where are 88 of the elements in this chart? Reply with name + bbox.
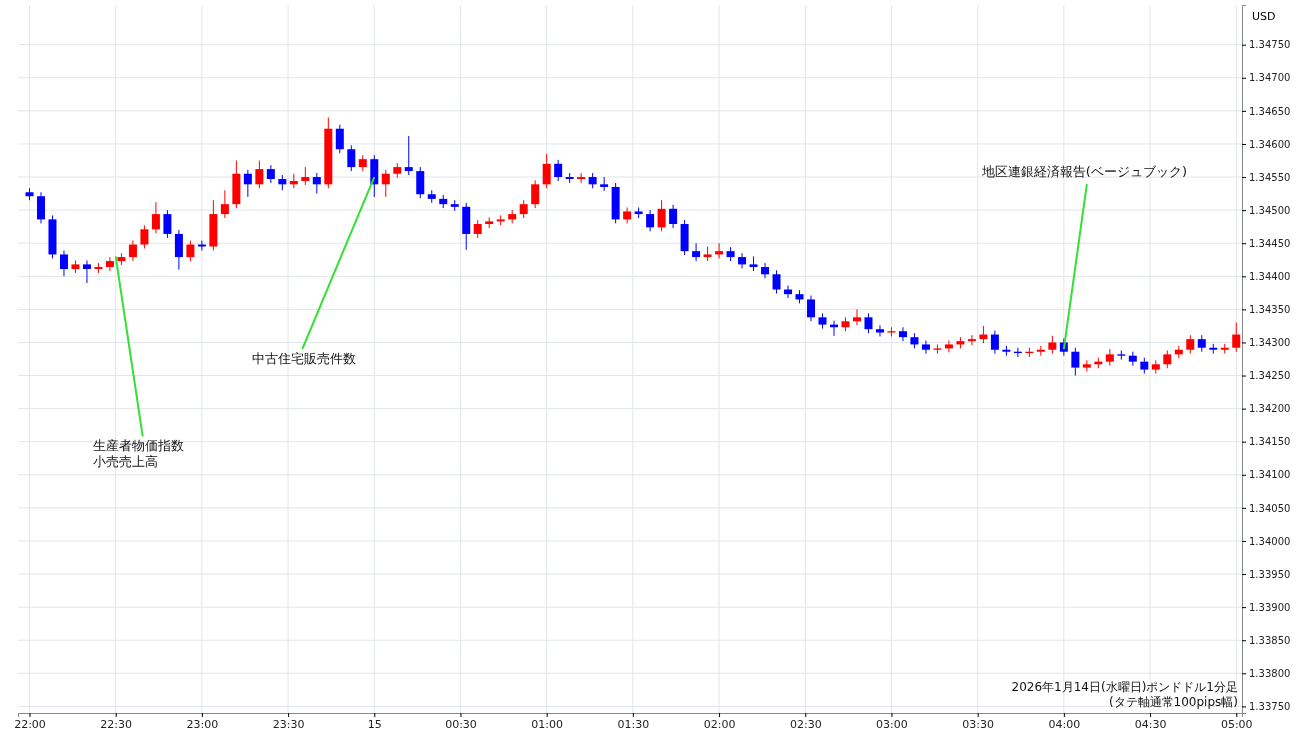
candlestick <box>220 189 229 219</box>
y-tick-label: 1.34150 <box>1249 436 1291 448</box>
y-tick-label: 1.33850 <box>1249 634 1291 646</box>
candlestick <box>105 256 114 272</box>
candlestick <box>761 262 770 279</box>
candlestick <box>967 334 976 346</box>
candlestick <box>875 324 884 337</box>
candlestick <box>738 252 747 269</box>
candlestick <box>140 224 149 249</box>
candlestick <box>128 240 137 262</box>
candlestick <box>921 339 930 355</box>
annotation: (タテ軸通常100pips幅) <box>1108 695 1238 709</box>
candlestick <box>990 330 999 355</box>
annotation: 生産者物価指数 <box>92 438 184 454</box>
candlestick <box>944 339 953 353</box>
x-tick-label: 01:30 <box>617 717 650 731</box>
y-tick-label: 1.34500 <box>1249 204 1291 216</box>
y-tick-label: 1.34000 <box>1249 535 1291 547</box>
candlestick <box>623 206 632 224</box>
x-tick-label: 04:00 <box>1048 717 1081 731</box>
candlestick <box>669 204 678 229</box>
y-tick-label: 1.34700 <box>1249 72 1291 84</box>
candlestick <box>335 124 344 154</box>
candlestick <box>404 135 413 176</box>
y-tick-label: 1.33800 <box>1249 668 1291 679</box>
x-tick-label: 22:00 <box>14 717 46 731</box>
candlestick <box>416 166 425 199</box>
y-tick-label: 1.33750 <box>1249 701 1291 713</box>
candlestick <box>1186 334 1195 355</box>
y-tick-label: 1.34100 <box>1249 469 1291 481</box>
x-tick-label: 00:30 <box>445 717 477 731</box>
candlestick <box>151 201 160 234</box>
x-tick-label: 04:30 <box>1134 717 1167 731</box>
y-tick-label: 1.34300 <box>1249 337 1291 349</box>
x-tick-label: 23:00 <box>186 717 219 731</box>
candlestick <box>82 259 91 284</box>
y-tick-label: 1.34050 <box>1249 502 1291 514</box>
y-tick-label: 1.34650 <box>1249 105 1291 117</box>
candlestick <box>646 209 655 232</box>
candlestick <box>657 199 666 232</box>
y-tick-label: 1.34550 <box>1249 171 1291 183</box>
y-axis-title: USD <box>1252 10 1276 23</box>
y-tick-label: 1.34750 <box>1249 39 1291 51</box>
annotation: 2026年1月14日(水曜日)ポンドドル1分足 <box>1011 680 1238 694</box>
candlestick <box>692 242 701 262</box>
candlestick <box>898 326 907 342</box>
candlestick <box>347 144 356 172</box>
candlestick <box>59 249 68 277</box>
candlestick <box>807 294 816 322</box>
annotation: 中古住宅販売件数 <box>252 351 357 367</box>
x-tick-label: 05:00 <box>1220 717 1253 731</box>
candlestick <box>715 242 724 259</box>
candlestick <box>600 176 609 192</box>
x-tick-label: 23:30 <box>272 717 305 731</box>
candlestick <box>174 229 183 271</box>
candlestick <box>186 240 195 262</box>
y-tick-label: 1.33900 <box>1249 601 1291 613</box>
x-tick-label: 15 <box>367 717 382 731</box>
candlestick <box>1071 347 1080 377</box>
x-tick-label: 22:30 <box>100 717 133 731</box>
candlestick <box>772 269 781 294</box>
candlestick <box>243 169 252 198</box>
annotation: 地区連銀経済報告(ベージュブック) <box>980 164 1188 180</box>
candlestick <box>255 160 264 189</box>
y-tick-label: 1.33950 <box>1249 568 1291 580</box>
candlestick <box>531 179 540 209</box>
y-tick-label: 1.34350 <box>1249 304 1291 316</box>
candlestick <box>864 312 873 334</box>
candlestick <box>312 172 321 195</box>
y-tick-label: 1.34600 <box>1249 138 1291 150</box>
candlestick <box>197 240 206 251</box>
x-tick-label: 01:00 <box>531 717 564 731</box>
y-tick-label: 1.34450 <box>1249 237 1291 249</box>
x-tick-label: 02:00 <box>703 717 736 731</box>
y-tick-label: 1.34200 <box>1249 403 1291 415</box>
y-tick-label: 1.34400 <box>1249 270 1291 282</box>
x-tick-label: 03:30 <box>962 717 995 731</box>
candlestick <box>852 308 861 326</box>
candlestick <box>554 159 563 182</box>
y-tick-label: 1.34250 <box>1249 370 1291 382</box>
x-tick-label: 03:00 <box>876 717 908 731</box>
candlestick <box>1036 345 1045 357</box>
candlestick <box>381 169 390 198</box>
annotation: 小売売上高 <box>92 454 158 470</box>
candlestick <box>163 209 172 239</box>
candlestick <box>36 191 45 224</box>
x-tick-label: 02:30 <box>789 717 822 731</box>
candlestick <box>542 153 551 189</box>
